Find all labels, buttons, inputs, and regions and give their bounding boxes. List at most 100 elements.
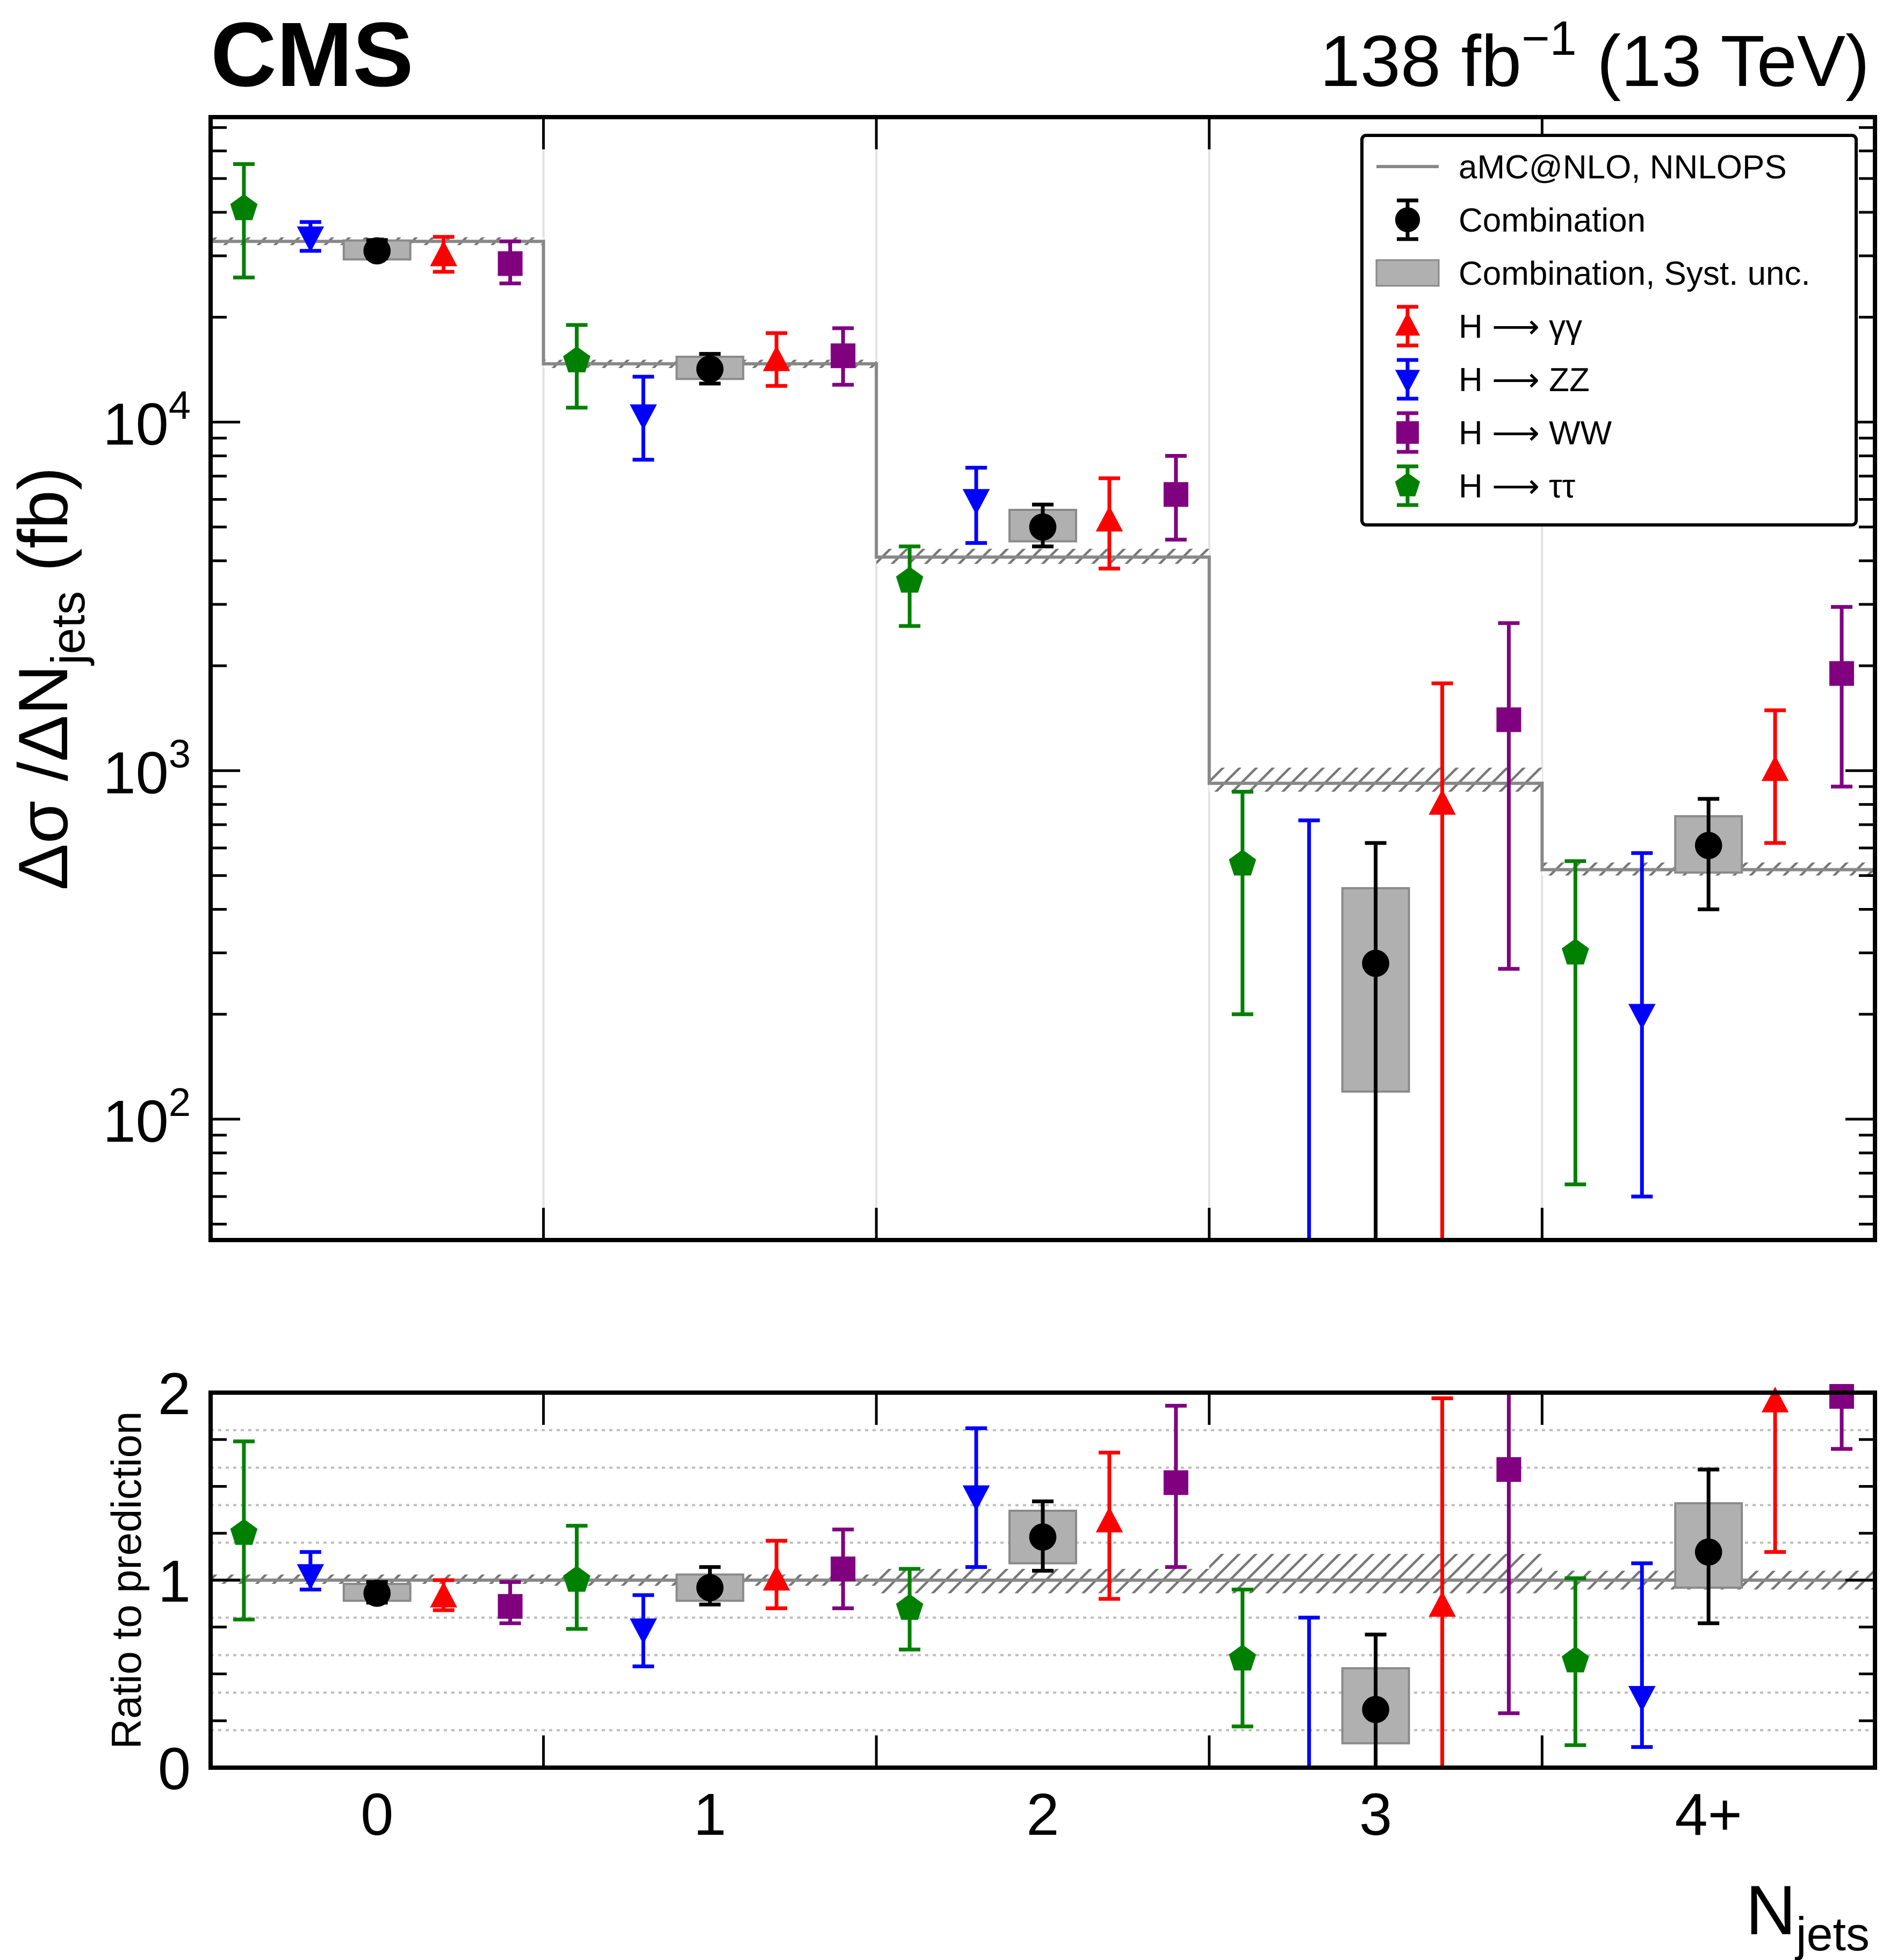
point-ww (1163, 482, 1188, 507)
legend-label: H ⟶ WW (1459, 415, 1612, 452)
point-gg (1429, 789, 1456, 815)
legend-item-ww: H ⟶ WW (1396, 411, 1612, 454)
bottom-ylabel: Ratio to prediction (103, 1411, 150, 1749)
legend-item-gg: H ⟶ γγ (1395, 305, 1582, 348)
tick-exponent: 4 (169, 383, 191, 428)
top-ylabel: Δσ /ΔNjets (fb) (4, 467, 95, 890)
ratio-error-bar (1631, 1561, 1653, 1749)
top-prediction (211, 237, 1875, 876)
error-bar (1365, 841, 1387, 1240)
ratio-series-gg (430, 1386, 1789, 1768)
ratio-point-gg (1095, 1507, 1123, 1533)
legend-item-pred: aMC@NLO, NNLOPS (1376, 149, 1787, 186)
lumi-label: 138 fb−1 (13 TeV) (1320, 12, 1870, 102)
legend-item-comb: Combination (1395, 198, 1646, 241)
top-y-tick-label: 104 (103, 383, 191, 458)
legend-item-zz: H ⟶ ZZ (1395, 358, 1590, 401)
tick-base: 10 (103, 1089, 168, 1155)
point-comb (1029, 513, 1057, 541)
ratio-point-zz (297, 1564, 324, 1590)
top-ylabel-main: Δσ /ΔN (4, 665, 82, 890)
ratio-point-tt (230, 1519, 258, 1545)
ratio-error-bar (1764, 1393, 1786, 1554)
legend-marker-zz (1395, 370, 1420, 394)
ratio-error-bar (1431, 1396, 1453, 1768)
ratio-prediction-band (1209, 1554, 1542, 1594)
x-tick-label: 0 (360, 1782, 393, 1848)
ratio-point-ww (497, 1594, 523, 1619)
legend-marker-comb (1395, 207, 1420, 233)
error-bar (1498, 621, 1520, 971)
point-zz (630, 404, 657, 430)
point-comb (1362, 949, 1389, 977)
x-tick-label: 3 (1359, 1782, 1392, 1848)
tick-base: 10 (103, 740, 168, 806)
series-gg (430, 235, 1789, 1240)
ratio-point-ww (1496, 1457, 1521, 1482)
lumi-prefix: 138 fb (1320, 20, 1521, 102)
ratio-point-tt (1229, 1644, 1257, 1671)
series-ww (497, 239, 1855, 971)
point-gg (1761, 755, 1789, 781)
ratio-point-ww (1829, 1383, 1855, 1409)
legend-label: H ⟶ ττ (1459, 468, 1575, 505)
experiment-label: CMS (211, 4, 414, 106)
point-tt (230, 194, 258, 220)
top-frame (208, 115, 1877, 1242)
ratio-point-zz (962, 1485, 990, 1511)
bottom-ticks: 0 1 2 0 1 2 3 4+ (158, 1361, 1875, 1848)
legend-box-swatch (1375, 259, 1440, 287)
point-tt (1229, 849, 1257, 876)
ratio-point-comb (1362, 1696, 1389, 1724)
legend-box (1360, 134, 1858, 527)
point-comb (696, 355, 724, 383)
x-tick-label: 2 (1026, 1782, 1059, 1848)
legend-label: H ⟶ γγ (1459, 308, 1582, 345)
bottom-y-tick-label: 1 (158, 1548, 191, 1615)
series-comb (363, 237, 1722, 1240)
point-ww (1496, 707, 1521, 732)
point-gg (763, 345, 790, 371)
legend-label: Combination (1459, 202, 1646, 239)
point-tt (896, 566, 924, 593)
bottom-y-tick-label: 0 (158, 1736, 191, 1802)
error-bar (1298, 818, 1320, 1240)
legend: aMC@NLO, NNLOPS Combination Combination, S… (1360, 134, 1858, 527)
ratio-error-bar (1498, 1393, 1520, 1716)
point-tt (1561, 938, 1589, 965)
bottom-series (230, 1383, 1855, 1768)
legend-marker-ww (1396, 421, 1419, 444)
ratio-point-tt (896, 1594, 924, 1620)
prediction-band (1209, 767, 1542, 792)
error-bar (1564, 859, 1586, 1186)
top-ylabel-unit: (fb) (4, 467, 82, 591)
point-zz (1628, 1004, 1656, 1030)
point-gg (1095, 506, 1123, 532)
ratio-point-gg (1761, 1386, 1789, 1413)
error-bar (1431, 681, 1453, 1240)
ratio-point-comb (1029, 1523, 1057, 1551)
legend-label: aMC@NLO, NNLOPS (1459, 149, 1787, 186)
bottom-panel: 0 1 2 0 1 2 3 4+ (158, 1361, 1877, 1848)
ratio-series-tt (230, 1439, 1589, 1747)
tick-exponent: 2 (169, 1080, 191, 1125)
point-comb (363, 237, 391, 265)
ratio-series-ww (497, 1383, 1855, 1716)
xlabel-main: N (1745, 1871, 1796, 1949)
ratio-point-ww (831, 1557, 856, 1582)
legend-item-tt: H ⟶ ττ (1395, 464, 1575, 507)
ratio-point-gg (1429, 1591, 1456, 1617)
error-bar (233, 162, 255, 279)
top-ylabel-sub: jets (41, 591, 95, 666)
ratio-point-comb (696, 1574, 724, 1602)
ratio-point-comb (363, 1580, 391, 1607)
xlabel: Njets (1745, 1871, 1870, 1960)
x-tick-label: 1 (694, 1782, 726, 1848)
error-bar (1231, 790, 1253, 1017)
legend-item-syst: Combination, Syst. unc. (1375, 255, 1811, 292)
ratio-point-gg (430, 1581, 458, 1608)
ratio-error-bar (1298, 1616, 1320, 1768)
series-tt (230, 162, 1589, 1186)
point-gg (430, 240, 458, 266)
